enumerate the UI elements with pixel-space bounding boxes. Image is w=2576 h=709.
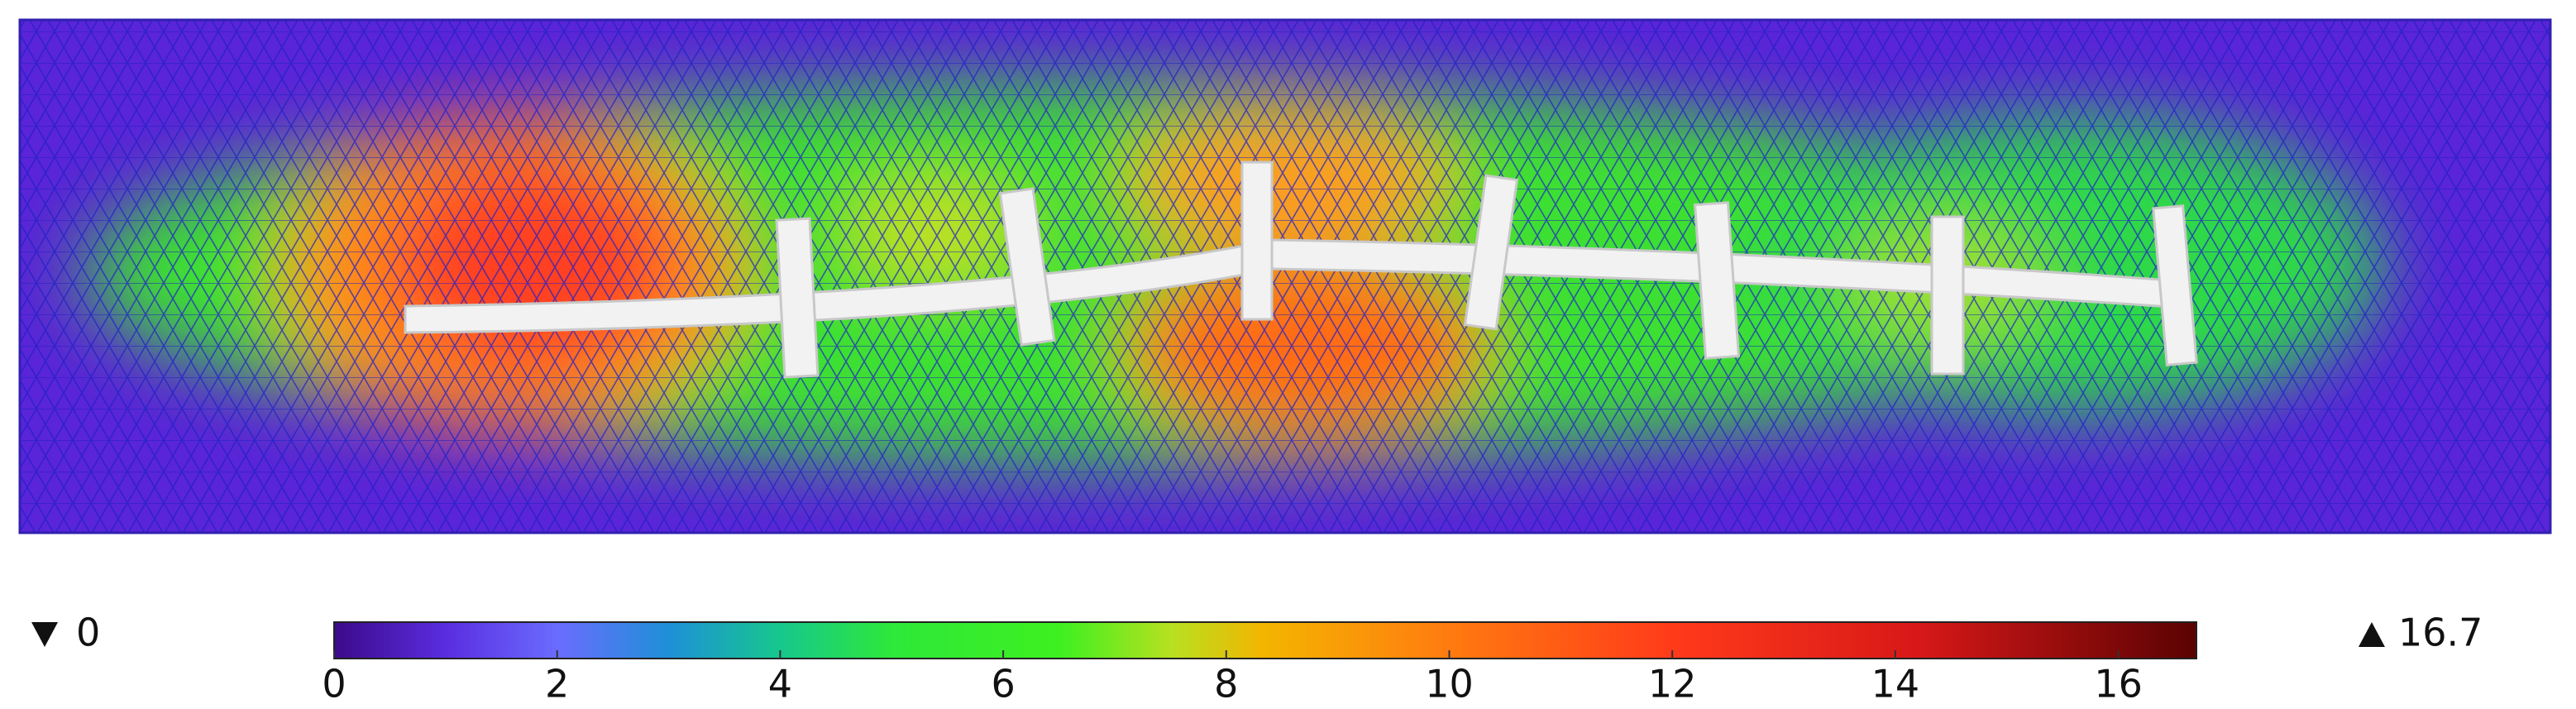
colorbar-tick-label: 16 — [2094, 662, 2143, 707]
colorbar — [333, 621, 2197, 659]
colorbar-tick-label: 14 — [1871, 662, 1920, 707]
structure — [404, 160, 2198, 379]
colorbar-tick-label: 0 — [322, 662, 346, 707]
colorbar-tick-label: 10 — [1425, 662, 1474, 707]
colorbar-tick-label: 8 — [1214, 662, 1238, 707]
colorbar-tick-label: 6 — [991, 662, 1015, 707]
field-plot — [20, 20, 2550, 533]
domain-border — [18, 18, 2552, 534]
max-marker — [2359, 622, 2385, 647]
min-label: 0 — [76, 611, 100, 655]
colorbar-tick-label: 4 — [768, 662, 792, 707]
max-label: 16.7 — [2398, 611, 2483, 655]
min-marker — [31, 622, 58, 647]
colorbar-tick-label: 12 — [1648, 662, 1697, 707]
colorbar-tick-label: 2 — [545, 662, 569, 707]
